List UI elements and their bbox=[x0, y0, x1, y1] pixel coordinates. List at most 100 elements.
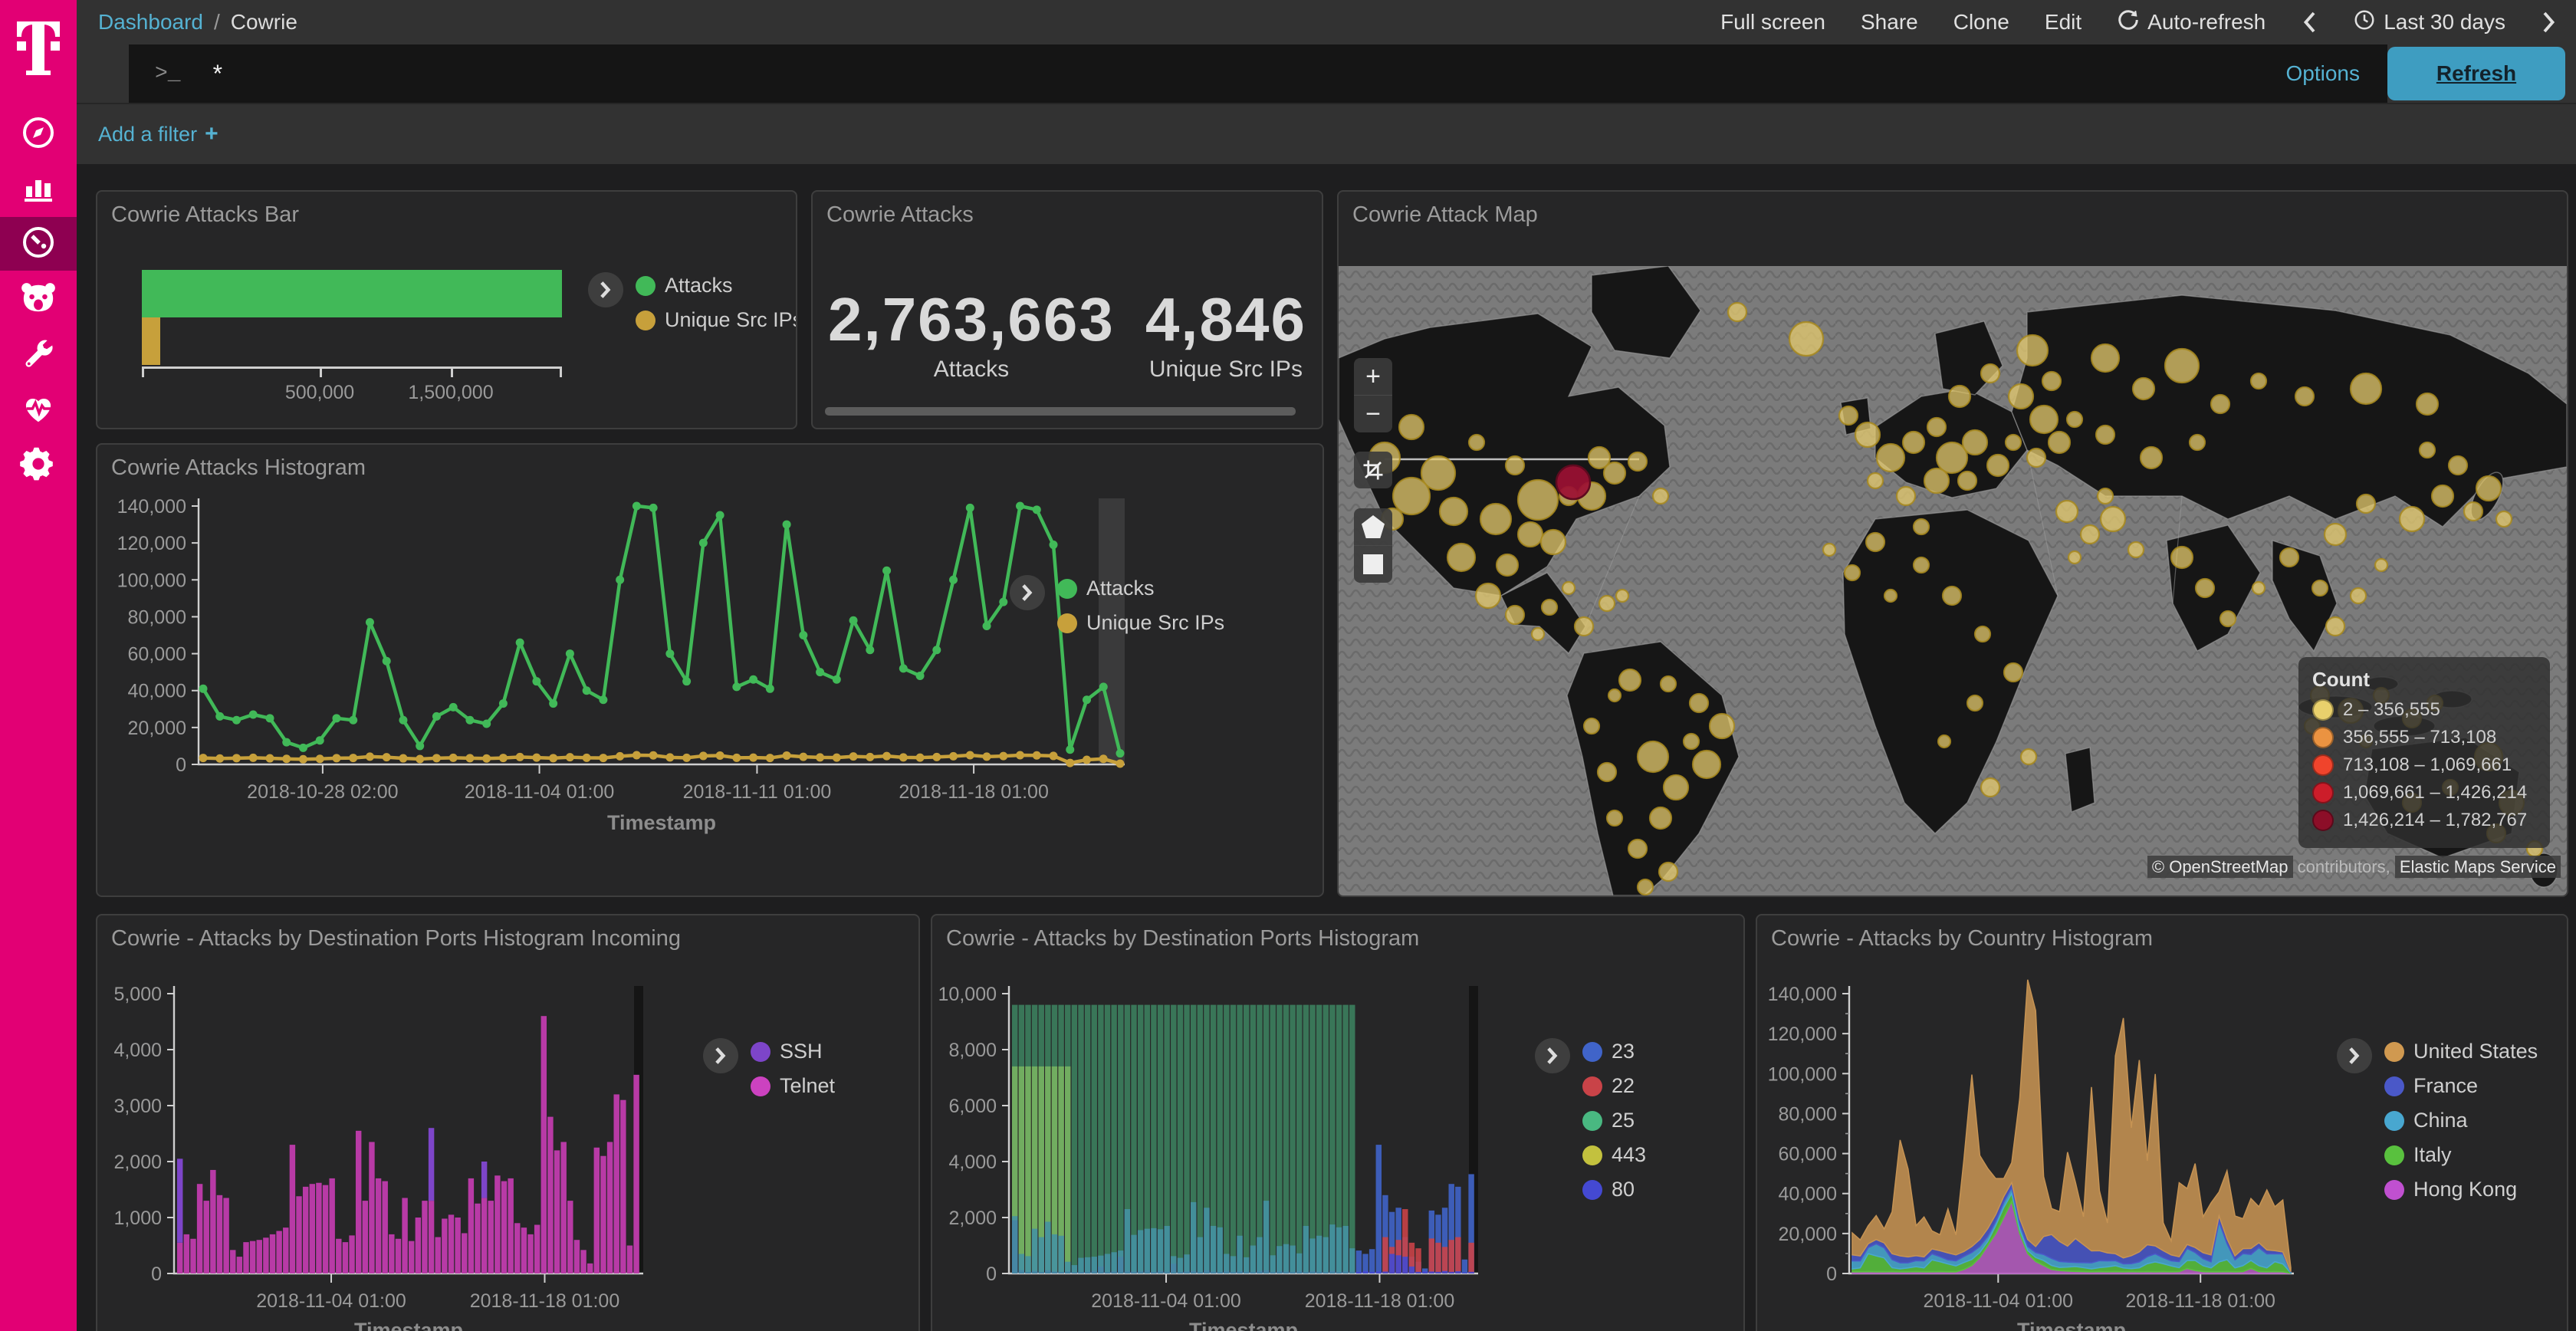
bar-segment-Telnet[interactable] bbox=[329, 1178, 335, 1273]
attack-bubble[interactable] bbox=[2430, 484, 2455, 508]
attack-bubble[interactable] bbox=[1602, 461, 1627, 485]
bar-segment-22[interactable] bbox=[1448, 1240, 1454, 1273]
bar-segment-Telnet[interactable] bbox=[322, 1185, 329, 1273]
bar-segment-Telnet[interactable] bbox=[216, 1195, 223, 1273]
data-point[interactable] bbox=[382, 656, 391, 666]
bar-segment-23[interactable] bbox=[1455, 1186, 1461, 1273]
attack-bubble[interactable] bbox=[2398, 505, 2426, 533]
search-input[interactable]: >_ * Options bbox=[129, 44, 2387, 103]
bar-segment-25[interactable] bbox=[1329, 1004, 1336, 1273]
legend-item[interactable]: France bbox=[2384, 1074, 2538, 1098]
attack-bubble[interactable] bbox=[1627, 838, 1648, 859]
attack-bubble[interactable] bbox=[1658, 861, 1679, 882]
attack-bubble[interactable] bbox=[2127, 541, 2145, 559]
attack-bubble[interactable] bbox=[1912, 518, 1930, 536]
attack-bubble[interactable] bbox=[2003, 662, 2024, 683]
data-point[interactable] bbox=[365, 618, 374, 627]
data-point[interactable] bbox=[799, 631, 808, 639]
attack-bubble[interactable] bbox=[2041, 370, 2062, 392]
bar-segment-Telnet[interactable] bbox=[514, 1223, 521, 1273]
attack-bubble[interactable] bbox=[1516, 478, 1559, 521]
data-point[interactable] bbox=[649, 503, 658, 512]
attack-bubble[interactable] bbox=[2219, 610, 2237, 628]
attack-bubble[interactable] bbox=[1474, 582, 1502, 610]
legend-toggle-button[interactable] bbox=[1535, 1038, 1570, 1073]
bar-segment-Telnet[interactable] bbox=[554, 1150, 560, 1273]
data-point[interactable] bbox=[515, 752, 524, 761]
attack-bubble[interactable] bbox=[2210, 393, 2231, 415]
bar-segment-25[interactable] bbox=[1078, 1004, 1084, 1273]
attack-bubble[interactable] bbox=[1822, 542, 1837, 557]
data-point[interactable] bbox=[282, 738, 291, 747]
attack-bubble[interactable] bbox=[2463, 501, 2484, 522]
bar-segment-Telnet[interactable] bbox=[236, 1257, 243, 1273]
attack-bubble[interactable] bbox=[1540, 598, 1559, 616]
refresh-button[interactable]: Refresh bbox=[2387, 47, 2565, 100]
sidebar-item-management[interactable] bbox=[0, 439, 77, 492]
data-point[interactable] bbox=[832, 675, 841, 684]
bar-segment-Telnet[interactable] bbox=[289, 1145, 296, 1273]
attack-bubble[interactable] bbox=[2349, 372, 2383, 406]
attack-bubble[interactable] bbox=[1966, 694, 1984, 712]
attack-bubble[interactable] bbox=[2095, 424, 2116, 445]
data-point[interactable] bbox=[399, 715, 408, 725]
bar-segment-25[interactable] bbox=[1190, 1004, 1197, 1273]
bar-segment-Telnet[interactable] bbox=[243, 1242, 249, 1273]
attack-bubble[interactable] bbox=[1467, 433, 1486, 452]
attack-bubble[interactable] bbox=[2170, 545, 2194, 570]
zoom-in-button[interactable]: + bbox=[1365, 361, 1381, 391]
attribution-text[interactable]: © OpenStreetMap bbox=[2147, 856, 2293, 878]
data-point[interactable] bbox=[432, 754, 441, 763]
bar-segment-Telnet[interactable] bbox=[527, 1234, 534, 1273]
data-point[interactable] bbox=[866, 752, 875, 761]
bar-segment-Telnet[interactable] bbox=[593, 1147, 600, 1273]
bar-segment-Telnet[interactable] bbox=[355, 1130, 362, 1273]
area-series-United States[interactable] bbox=[1852, 979, 2292, 1272]
bar-segment-25[interactable] bbox=[1342, 1004, 1349, 1273]
attack-bubble[interactable] bbox=[2415, 392, 2440, 416]
data-point[interactable] bbox=[282, 754, 291, 764]
data-point[interactable] bbox=[1083, 755, 1092, 764]
bar-segment-Telnet[interactable] bbox=[534, 1224, 540, 1273]
data-point[interactable] bbox=[382, 753, 391, 762]
bar-segment-23[interactable] bbox=[1368, 1249, 1375, 1273]
bar-segment-23[interactable] bbox=[1362, 1254, 1368, 1273]
bar-segment-25[interactable] bbox=[1184, 1004, 1190, 1273]
attack-bubble[interactable] bbox=[1865, 531, 1886, 553]
attack-bubble[interactable] bbox=[1582, 717, 1601, 735]
attack-bubble[interactable] bbox=[1923, 467, 1950, 495]
bar-segment-Telnet[interactable] bbox=[302, 1186, 309, 1273]
bar-segment-25[interactable] bbox=[1098, 1004, 1104, 1273]
data-point[interactable] bbox=[1099, 682, 1108, 692]
sidebar-item-monitoring[interactable] bbox=[0, 383, 77, 437]
bar-segment-80[interactable] bbox=[1428, 1271, 1435, 1273]
bar-segment-Telnet[interactable] bbox=[296, 1196, 302, 1273]
bar-segment-25[interactable] bbox=[1230, 1004, 1237, 1273]
time-back-button[interactable] bbox=[2301, 11, 2318, 34]
data-point[interactable] bbox=[816, 668, 825, 677]
bar-segment-22[interactable] bbox=[1415, 1248, 1421, 1273]
attack-bubble[interactable] bbox=[1926, 416, 1947, 438]
bar-segment-Telnet[interactable] bbox=[455, 1218, 461, 1273]
attack-bubble[interactable] bbox=[1504, 604, 1526, 626]
bar-attacks[interactable] bbox=[142, 270, 562, 317]
bar-segment-Telnet[interactable] bbox=[342, 1242, 349, 1273]
attack-bubble[interactable] bbox=[1727, 301, 1748, 323]
bar-segment-80[interactable] bbox=[1395, 1255, 1401, 1273]
bar-segment-Telnet[interactable] bbox=[409, 1241, 415, 1273]
bar-segment-80[interactable] bbox=[1455, 1271, 1461, 1273]
attack-bubble[interactable] bbox=[2065, 410, 2084, 429]
legend-item[interactable]: Telnet bbox=[751, 1074, 835, 1098]
bar-segment-Telnet[interactable] bbox=[567, 1201, 573, 1273]
data-point[interactable] bbox=[965, 751, 974, 760]
bar-segment-Telnet[interactable] bbox=[547, 1116, 554, 1273]
attack-bubble[interactable] bbox=[2007, 383, 2035, 410]
bar-segment-25[interactable] bbox=[1038, 1004, 1044, 1273]
attack-bubble[interactable] bbox=[1895, 485, 1917, 507]
bar-segment-Telnet[interactable] bbox=[606, 1142, 613, 1273]
bar-segment-23[interactable] bbox=[1382, 1195, 1388, 1273]
data-point[interactable] bbox=[315, 736, 324, 745]
data-point[interactable] bbox=[349, 715, 358, 725]
bar-segment-Telnet[interactable] bbox=[349, 1235, 355, 1273]
attack-bubble[interactable] bbox=[1587, 445, 1612, 470]
